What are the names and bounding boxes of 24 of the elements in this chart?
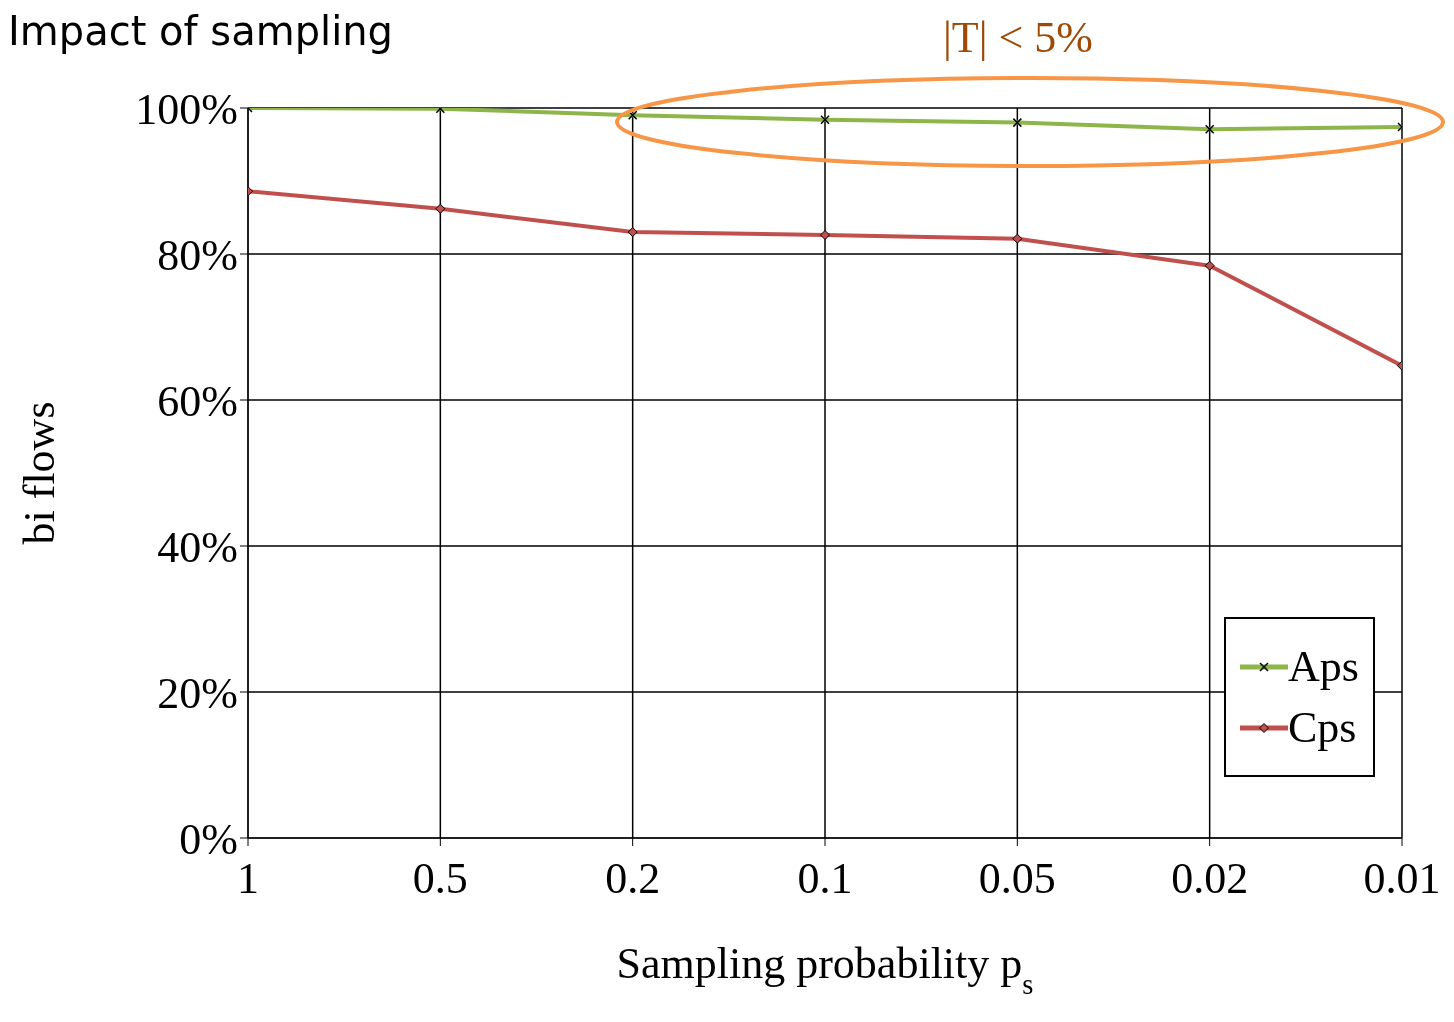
text: |T| < 5% xyxy=(943,12,1093,63)
y-tick-label: 0% xyxy=(179,814,238,864)
legend-label: Cps xyxy=(1288,702,1357,753)
y-axis-title: bi flows xyxy=(14,401,64,545)
point xyxy=(1012,233,1023,244)
x-tick-label: 0.01 xyxy=(1363,854,1441,904)
point xyxy=(435,203,446,214)
y-tick-label: 100% xyxy=(135,84,238,134)
y-tick-label: 80% xyxy=(157,230,238,280)
y-tick-label: 60% xyxy=(157,376,238,426)
x-axis-title: Sampling probability p$_{s}$ xyxy=(616,939,1034,1000)
x-tick-label: 0.1 xyxy=(797,854,853,904)
y-tick-label: 40% xyxy=(157,522,238,572)
legend-label: Aps xyxy=(1288,641,1359,692)
x-tick-label: 0.05 xyxy=(978,854,1056,904)
chart-title: Impact of sampling xyxy=(8,8,393,54)
point xyxy=(820,230,830,241)
x-tick-label: 1 xyxy=(237,854,259,904)
point xyxy=(627,227,638,238)
x-tick-label: 0.2 xyxy=(605,854,661,904)
point xyxy=(1204,260,1215,271)
y-tick-label: 20% xyxy=(157,668,238,718)
x-tick-label: 0.5 xyxy=(412,854,468,904)
x-tick-label: 0.02 xyxy=(1171,854,1249,904)
